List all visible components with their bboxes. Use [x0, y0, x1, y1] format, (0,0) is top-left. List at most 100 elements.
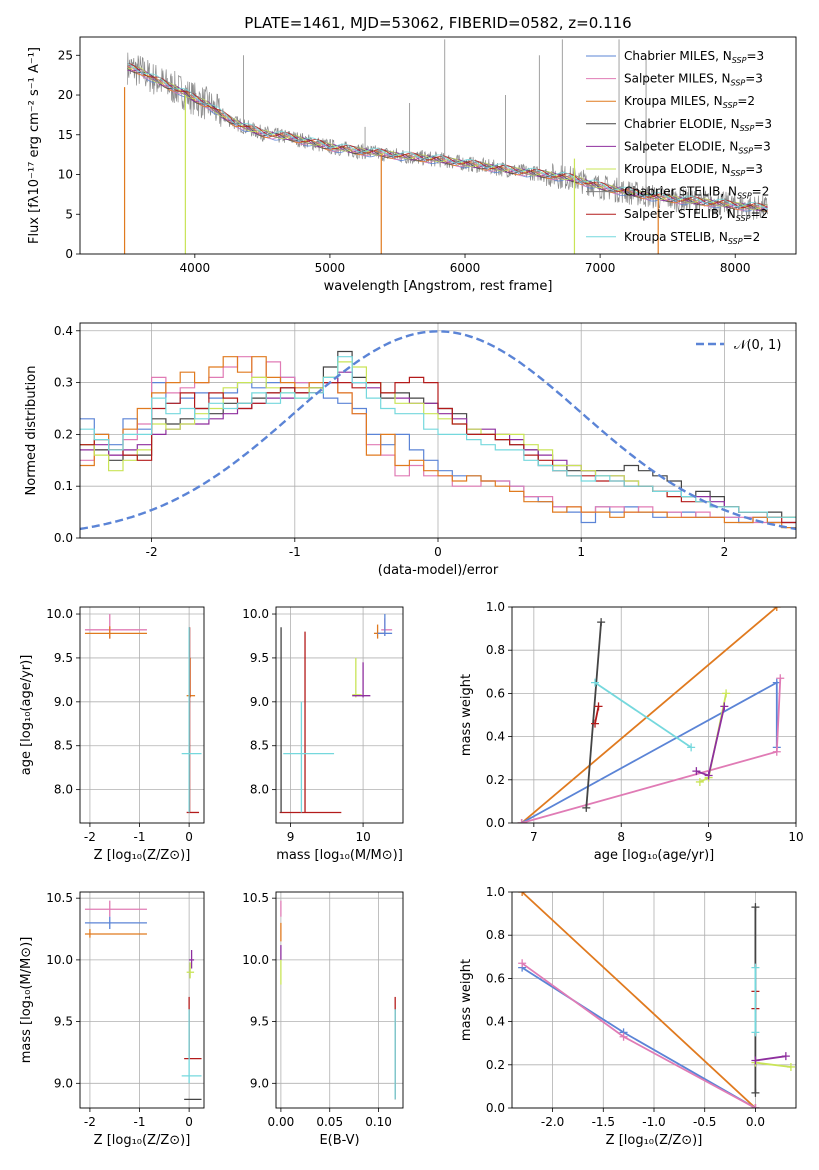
weight-marker: [786, 1062, 795, 1071]
weight-marker: [687, 743, 696, 752]
y-tick-label: 0.8: [486, 928, 505, 942]
weight-line: [585, 622, 602, 808]
histogram-step: [80, 356, 796, 529]
weight-line: [521, 607, 778, 823]
weight-line: [755, 1055, 787, 1062]
y-tick-label: 10.5: [242, 891, 269, 905]
x-tick-label: 9: [705, 830, 713, 844]
y-tick-label: 1.0: [486, 885, 505, 899]
x-tick-label: 7: [530, 830, 538, 844]
plot-area: [80, 330, 796, 531]
y-axis-label: mass weight: [459, 959, 474, 1041]
x-tick-label: 6000: [450, 261, 481, 275]
y-tick-label: 5: [65, 207, 73, 221]
weight-marker: [597, 618, 606, 627]
x-tick-label: -2: [84, 830, 96, 844]
weight-marker: [591, 719, 600, 728]
weight-line: [521, 681, 778, 823]
x-tick-label: -1: [134, 1115, 146, 1129]
z-weight-panel: -2.0 -1.5 -1.0 -0.5 0.0 0.0 0.2 0.4 0.6 0.8 1.0 Z […: [459, 885, 797, 1148]
weight-marker: [704, 771, 713, 780]
y-tick-label: 0.0: [486, 1101, 505, 1115]
x-tick-label: -1.5: [592, 1115, 615, 1129]
y-tick-label: 8.0: [250, 783, 269, 797]
weight-line: [521, 892, 757, 1108]
plot-area: [84, 614, 202, 814]
legend-entry: Chabrier STELIB, NSSP=2: [624, 185, 769, 201]
age-weight-panel: 7 8 9 10 0.0 0.2 0.4 0.6 0.8 1.0 age [log₁₀(age/yr…: [459, 600, 804, 863]
spectrum-panel: 4000 5000 6000 7000 8000 0 5 10 15 20 25 wavelength…: [27, 36, 797, 294]
weight-marker: [751, 903, 760, 912]
plot-area: [279, 614, 393, 814]
x-tick-label: -0.5: [693, 1115, 716, 1129]
x-tick-label: 1: [577, 545, 585, 559]
z-age-panel: -2 -1 0 8.0 8.5 9.0 9.5 10.0 Z [log₁₀(Z/Z⊙)] age …: [19, 606, 205, 863]
weight-marker: [518, 959, 527, 968]
x-tick-label: -1: [289, 545, 301, 559]
weight-marker: [781, 1052, 790, 1061]
y-tick-label: 10.0: [46, 607, 73, 621]
x-tick-label: -1: [134, 830, 146, 844]
legend-entry: Kroupa STELIB, NSSP=2: [624, 230, 760, 246]
weight-line: [521, 962, 756, 1108]
y-tick-label: 0.4: [486, 1015, 505, 1029]
legend-entry: Salpeter ELODIE, NSSP=3: [624, 139, 771, 155]
legend-entry: Kroupa ELODIE, NSSP=3: [624, 162, 763, 178]
axes-frame: [79, 891, 205, 1109]
x-tick-label: 0: [185, 830, 193, 844]
ebv-mass-panel: 0.00 0.05 0.10 9.0 9.5 10.0 10.5 E(B-V): [242, 891, 404, 1148]
y-axis-label: Normed distribution: [24, 366, 39, 496]
weight-marker: [722, 689, 731, 698]
histogram-step: [80, 376, 796, 524]
y-tick-label: 0.8: [486, 643, 505, 657]
y-tick-label: 10.0: [46, 953, 73, 967]
weight-marker: [751, 1056, 760, 1065]
weight-marker: [751, 1028, 760, 1037]
plot-area: [84, 900, 202, 1101]
weight-marker: [751, 1088, 760, 1097]
y-tick-label: 0.2: [486, 773, 505, 787]
y-tick-label: 10.5: [46, 891, 73, 905]
weight-line: [594, 681, 692, 749]
y-tick-label: 9.0: [250, 695, 269, 709]
weight-marker: [776, 674, 785, 683]
y-tick-label: 8.5: [54, 739, 73, 753]
y-tick-label: 9.5: [54, 1015, 73, 1029]
y-tick-label: 8.5: [250, 739, 269, 753]
x-axis-label: (data-model)/error: [378, 563, 499, 578]
y-tick-label: 10.0: [242, 607, 269, 621]
y-tick-label: 9.0: [54, 1076, 73, 1090]
x-tick-label: 8000: [720, 261, 751, 275]
plot-area: [280, 900, 396, 1100]
axes-frame: [79, 322, 797, 539]
axes-frame: [79, 606, 205, 824]
y-tick-label: 0.0: [486, 816, 505, 830]
x-tick-label: 4000: [180, 261, 211, 275]
x-tick-label: 0.05: [316, 1115, 343, 1129]
residuals-panel: -2 -1 0 1 2 0.0 0.1 0.2 0.3 0.4 (data-model)/error…: [24, 322, 797, 578]
weight-marker: [518, 892, 527, 896]
y-tick-label: 0.4: [54, 324, 73, 338]
x-tick-label: 9: [287, 830, 295, 844]
x-tick-label: 0: [185, 1115, 193, 1129]
y-tick-label: 9.0: [54, 695, 73, 709]
y-axis-label: age [log₁₀(age/yr)]: [19, 655, 34, 776]
y-tick-label: 0.2: [486, 1058, 505, 1072]
axes-frame: [275, 606, 404, 824]
y-tick-label: 0.4: [486, 730, 505, 744]
axes-frame: [511, 606, 797, 824]
figure-title: PLATE=1461, MJD=53062, FIBERID=0582, z=0…: [244, 14, 631, 32]
x-tick-label: 10: [355, 830, 370, 844]
legend-entry: Salpeter STELIB, NSSP=2: [624, 207, 768, 223]
weight-marker: [751, 1104, 760, 1108]
legend-entry: Salpeter MILES, NSSP=3: [624, 72, 763, 88]
weight-marker: [619, 1032, 628, 1041]
x-tick-label: -2.0: [541, 1115, 564, 1129]
weight-marker: [772, 747, 781, 756]
axes-frame: [275, 891, 404, 1109]
model-line: [127, 68, 768, 211]
x-tick-label: 7000: [585, 261, 616, 275]
x-tick-label: 0.00: [268, 1115, 295, 1129]
legend-entry: 𝒩(0, 1): [734, 338, 781, 353]
